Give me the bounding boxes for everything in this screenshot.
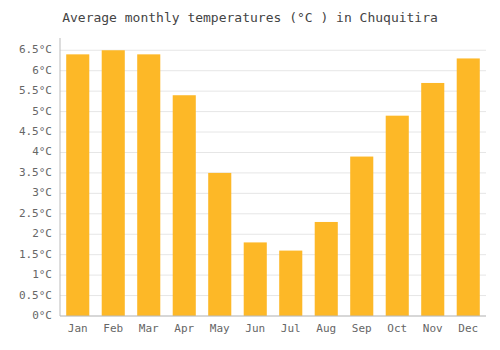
bars xyxy=(66,50,480,316)
axes xyxy=(60,38,486,316)
x-axis: Jan Feb Mar Apr May Jun Jul Aug Sep Oct Nov Dec xyxy=(68,322,478,335)
y-tick-label: 6°C xyxy=(32,64,52,77)
bar xyxy=(457,58,480,316)
chart-container: 0°C 0.5°C 1°C 1.5°C 2°C 2.5°C 3°C 3.5°C 4°C 4.5°C… xyxy=(0,0,500,350)
y-tick-label: 1°C xyxy=(32,268,52,281)
y-tick-label: 4.5°C xyxy=(19,125,52,138)
y-tick-label: 2°C xyxy=(32,227,52,240)
bar xyxy=(315,222,338,316)
y-tick-label: 4°C xyxy=(32,145,52,158)
x-tick-label: Sep xyxy=(352,322,372,335)
x-tick-label: Jul xyxy=(281,322,301,335)
x-tick-label: Jun xyxy=(245,322,265,335)
x-tick-label: Jan xyxy=(68,322,88,335)
y-tick-label: 2.5°C xyxy=(19,207,52,220)
y-tick-label: 1.5°C xyxy=(19,248,52,261)
y-tick-label: 3°C xyxy=(32,186,52,199)
y-tick-label: 0.5°C xyxy=(19,289,52,302)
x-tick-label: Feb xyxy=(103,322,123,335)
bar xyxy=(350,157,373,316)
x-axis-line xyxy=(60,316,486,317)
chart: 0°C 0.5°C 1°C 1.5°C 2°C 2.5°C 3°C 3.5°C 4°C 4.5°C… xyxy=(0,0,500,350)
y-tick-label: 0°C xyxy=(32,309,52,322)
y-tick-label: 5.5°C xyxy=(19,84,52,97)
x-tick-label: Dec xyxy=(458,322,478,335)
x-tick-label: May xyxy=(210,322,230,335)
x-tick-label: Nov xyxy=(423,322,443,335)
x-tick-label: Apr xyxy=(174,322,194,335)
title: Average monthly temperatures (°C ) in Ch… xyxy=(62,10,438,25)
bar xyxy=(66,54,89,316)
y-axis-line xyxy=(60,38,61,316)
x-tick-label: Aug xyxy=(316,322,336,335)
grid-line xyxy=(60,316,486,317)
bar xyxy=(137,54,160,316)
y-tick-label: 5°C xyxy=(32,105,52,118)
x-tick-label: Oct xyxy=(387,322,407,335)
y-tick-label: 6.5°C xyxy=(19,43,52,56)
bar xyxy=(421,83,444,316)
bar xyxy=(102,50,125,316)
bar xyxy=(244,242,267,316)
bar xyxy=(386,116,409,316)
bar xyxy=(279,251,302,316)
x-tick-label: Mar xyxy=(139,322,159,335)
y-axis: 0°C 0.5°C 1°C 1.5°C 2°C 2.5°C 3°C 3.5°C 4°C 4.5°C… xyxy=(19,43,486,322)
bar xyxy=(208,173,231,316)
y-tick-label: 3.5°C xyxy=(19,166,52,179)
bar xyxy=(173,95,196,316)
